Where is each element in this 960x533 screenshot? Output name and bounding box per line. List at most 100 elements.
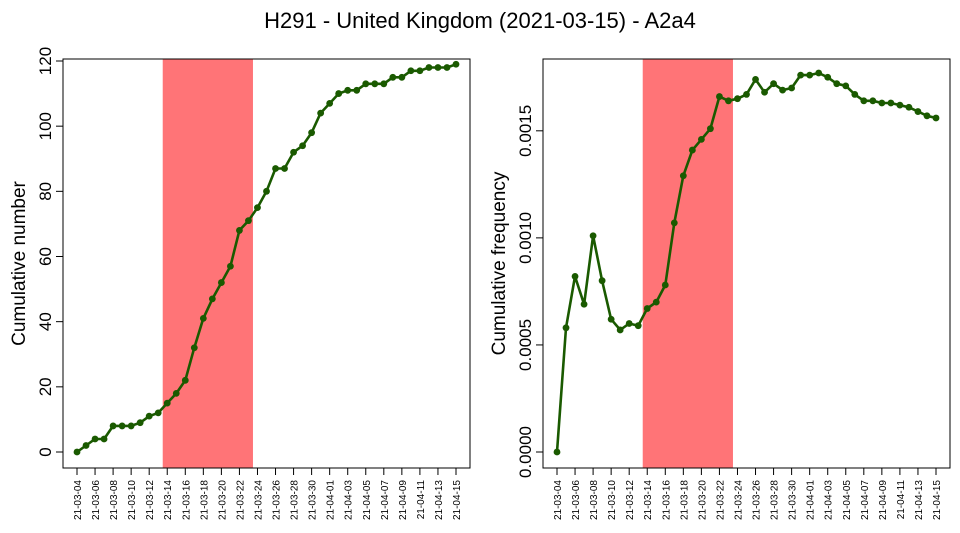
data-point <box>407 67 415 75</box>
highlight-region <box>642 59 733 468</box>
y-tick-label: 0.0010 <box>516 212 535 264</box>
x-tick-label: 21-04-05 <box>842 480 853 520</box>
data-point <box>932 114 940 122</box>
y-tick-label: 80 <box>36 182 55 201</box>
data-point <box>851 91 859 98</box>
data-point <box>752 76 759 83</box>
data-point <box>344 86 352 94</box>
x-tick-label: 21-03-06 <box>571 480 582 520</box>
x-tick-label: 21-03-30 <box>308 480 319 520</box>
series-line <box>76 63 457 454</box>
y-axis-title: Cumulative frequency <box>489 171 510 355</box>
data-point <box>652 298 660 306</box>
x-tick-label: 21-03-08 <box>109 480 120 520</box>
data-point <box>589 232 597 240</box>
x-tick-label: 21-03-12 <box>625 480 636 520</box>
data-point <box>743 91 750 98</box>
y-tick-label: 0.0000 <box>516 426 535 478</box>
data-point <box>272 165 279 172</box>
data-point <box>607 315 615 323</box>
data-point <box>725 97 732 105</box>
data-point <box>163 399 171 407</box>
data-point <box>317 109 325 117</box>
x-tick-label: 21-03-30 <box>788 480 799 520</box>
x-tick-label: 21-03-14 <box>163 480 174 520</box>
y-tick-label: 60 <box>36 247 55 266</box>
data-point <box>634 322 642 330</box>
data-point <box>326 99 334 107</box>
x-tick-label: 21-04-09 <box>878 480 889 520</box>
data-point <box>553 448 561 456</box>
data-point <box>398 73 406 81</box>
data-point <box>707 125 714 133</box>
data-point <box>73 448 81 456</box>
y-tick-label: 0.0005 <box>516 319 535 371</box>
data-point <box>860 97 868 105</box>
x-tick-label: 21-03-18 <box>199 480 210 520</box>
data-point <box>896 101 904 109</box>
x-tick-label: 21-03-22 <box>715 480 726 520</box>
x-tick-label: 21-03-12 <box>145 480 156 520</box>
y-tick-label: 120 <box>36 47 55 75</box>
x-tick-label: 21-03-04 <box>73 480 84 520</box>
data-point <box>425 64 433 71</box>
data-point <box>580 300 588 308</box>
series-line <box>555 71 937 453</box>
data-point <box>905 103 913 111</box>
x-tick-label: 21-04-03 <box>344 480 355 520</box>
x-tick-label: 21-03-16 <box>661 480 672 520</box>
x-tick-label: 21-03-24 <box>733 480 744 520</box>
data-point <box>914 108 922 115</box>
data-point <box>145 412 153 420</box>
x-tick-label: 21-04-01 <box>326 480 337 520</box>
data-point <box>389 73 397 81</box>
data-point <box>797 71 805 79</box>
data-point <box>661 281 669 289</box>
data-point <box>923 112 931 120</box>
x-tick-label: 21-03-26 <box>272 480 283 520</box>
data-point <box>625 320 633 327</box>
y-tick-label: 100 <box>36 112 55 140</box>
data-point <box>208 295 216 303</box>
chart-cumulative-number: 0 20 40 60 80 100 120 21-03-04 21-03-06 21-03-08 2… <box>9 47 471 520</box>
data-point <box>199 315 207 322</box>
data-point <box>371 80 379 88</box>
data-point <box>598 277 606 285</box>
data-point <box>770 80 777 88</box>
data-point <box>416 67 424 75</box>
data-point <box>181 376 189 384</box>
data-point <box>670 219 678 227</box>
data-point <box>245 217 252 225</box>
x-tick-label: 21-04-05 <box>362 480 373 520</box>
x-tick-label: 21-03-14 <box>643 480 654 520</box>
data-point <box>109 422 117 430</box>
data-point <box>236 227 243 234</box>
data-point <box>887 99 895 107</box>
data-point <box>136 419 144 427</box>
data-point <box>91 435 99 443</box>
data-point <box>82 442 90 449</box>
data-point <box>127 422 135 430</box>
data-point <box>869 97 877 105</box>
data-point <box>688 146 696 154</box>
data-point <box>263 187 270 195</box>
x-tick-label: 21-04-15 <box>452 480 463 520</box>
data-point <box>815 69 823 77</box>
data-point <box>254 204 261 212</box>
x-tick-label: 21-04-11 <box>416 480 427 520</box>
y-tick-label: 0.0015 <box>516 105 535 157</box>
data-point <box>362 80 370 88</box>
x-tick-label: 21-03-10 <box>607 480 618 520</box>
x-tick-label: 21-03-06 <box>91 480 102 520</box>
x-tick-label: 21-04-15 <box>932 480 943 520</box>
data-point <box>824 73 832 81</box>
data-point <box>878 99 886 107</box>
data-point <box>806 71 814 79</box>
x-tick-label: 21-03-28 <box>770 480 781 520</box>
highlight-region <box>162 59 253 468</box>
x-tick-label: 21-04-07 <box>380 480 391 520</box>
data-point <box>299 142 306 150</box>
data-point <box>434 64 442 71</box>
x-tick-label: 21-04-13 <box>914 480 925 520</box>
